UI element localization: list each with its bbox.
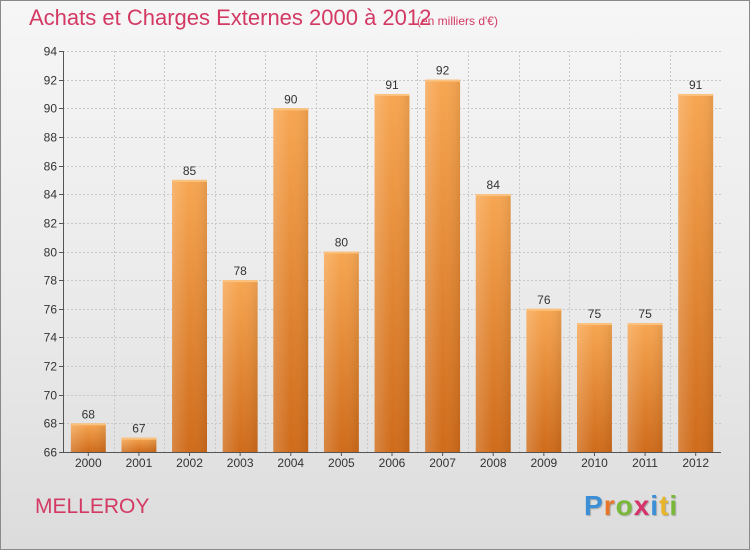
bar-top-highlight <box>323 251 359 254</box>
y-tick-label: 66 <box>44 446 58 460</box>
logo-letter: o <box>615 490 634 521</box>
bar-top-highlight <box>222 280 258 283</box>
bar-shine <box>678 93 714 452</box>
bar-top-highlight <box>425 79 461 82</box>
data-label-2003: 78 <box>233 264 247 278</box>
bar-top-highlight <box>121 437 157 440</box>
y-tick-label: 68 <box>44 417 58 431</box>
bar-shine <box>121 437 157 452</box>
y-tick-label: 88 <box>44 131 58 145</box>
x-tick-label-2004: 2004 <box>277 456 304 470</box>
logo-letter: t <box>659 490 670 521</box>
bar-shine <box>425 79 461 453</box>
bar-top-highlight <box>627 323 663 326</box>
y-tick-label: 72 <box>44 360 58 374</box>
y-tick-label: 90 <box>44 102 58 116</box>
data-label-2000: 68 <box>82 407 96 421</box>
x-tick-label-2012: 2012 <box>682 456 709 470</box>
bar-shine <box>475 194 511 452</box>
y-tick-label: 78 <box>44 274 58 288</box>
bars <box>70 79 714 453</box>
y-tick-label: 70 <box>44 389 58 403</box>
data-label-2010: 75 <box>588 307 602 321</box>
x-tick-label-2003: 2003 <box>227 456 254 470</box>
data-label-2009: 76 <box>537 293 551 307</box>
logo-letter: P <box>584 490 604 521</box>
data-labels: 68 67 85 78 90 80 91 92 84 76 75 75 91 <box>82 64 703 436</box>
bar-shine <box>627 323 663 452</box>
bar-top-highlight <box>526 308 562 311</box>
data-label-2008: 84 <box>487 178 501 192</box>
y-tick-label: 94 <box>44 45 58 59</box>
x-tick-label-2005: 2005 <box>328 456 355 470</box>
proxiti-logo[interactable]: Proxiti <box>584 490 678 522</box>
y-tick-label: 76 <box>44 303 58 317</box>
bar-shine <box>222 280 258 452</box>
bar-top-highlight <box>70 423 106 426</box>
bar-shine <box>273 108 309 453</box>
data-label-2001: 67 <box>132 422 146 436</box>
bar-shine <box>576 323 612 452</box>
data-label-2012: 91 <box>689 78 703 92</box>
bar-shine <box>172 179 208 452</box>
bar-top-highlight <box>678 93 714 96</box>
bar-top-highlight <box>172 179 208 182</box>
bar-top-highlight <box>374 93 410 96</box>
bar-top-highlight <box>273 108 309 111</box>
axes: 66 68 70 72 74 76 78 80 82 84 86 88 90 92 94 2000 2001 20… <box>44 45 721 470</box>
x-tick-label-2002: 2002 <box>176 456 203 470</box>
x-tick-label-2011: 2011 <box>632 456 658 470</box>
x-tick-label-2009: 2009 <box>530 456 557 470</box>
y-tick-label: 92 <box>44 74 58 88</box>
bar-shine <box>374 93 410 452</box>
bar-top-highlight <box>576 323 612 326</box>
data-label-2011: 75 <box>638 307 652 321</box>
commune-name: MELLEROY <box>35 495 150 518</box>
y-tick-label: 82 <box>44 217 58 231</box>
bar-top-highlight <box>475 194 511 197</box>
chart-subtitle: (en milliers d'€) <box>417 14 498 28</box>
logo-letter: x <box>633 490 651 521</box>
logo-letter: r <box>603 490 616 521</box>
logo-letter: i <box>650 490 660 521</box>
data-label-2002: 85 <box>183 164 197 178</box>
data-label-2006: 91 <box>385 78 399 92</box>
x-tick-label-2001: 2001 <box>126 456 153 470</box>
y-tick-label: 74 <box>44 331 58 345</box>
x-tick-label-2000: 2000 <box>75 456 102 470</box>
bar-shine <box>70 423 106 452</box>
data-label-2007: 92 <box>436 64 450 78</box>
x-tick-label-2008: 2008 <box>480 456 507 470</box>
bar-shine <box>323 251 359 452</box>
x-tick-label-2006: 2006 <box>379 456 406 470</box>
x-tick-label-2010: 2010 <box>581 456 608 470</box>
bar-shine <box>526 308 562 452</box>
x-tick-label-2007: 2007 <box>429 456 456 470</box>
logo-letter: i <box>669 490 679 521</box>
data-label-2005: 80 <box>335 236 349 250</box>
data-label-2004: 90 <box>284 92 298 106</box>
y-tick-label: 86 <box>44 160 58 174</box>
y-tick-label: 80 <box>44 246 58 260</box>
y-tick-label: 84 <box>44 188 58 202</box>
chart-title: Achats et Charges Externes 2000 à 2012 <box>29 5 432 30</box>
